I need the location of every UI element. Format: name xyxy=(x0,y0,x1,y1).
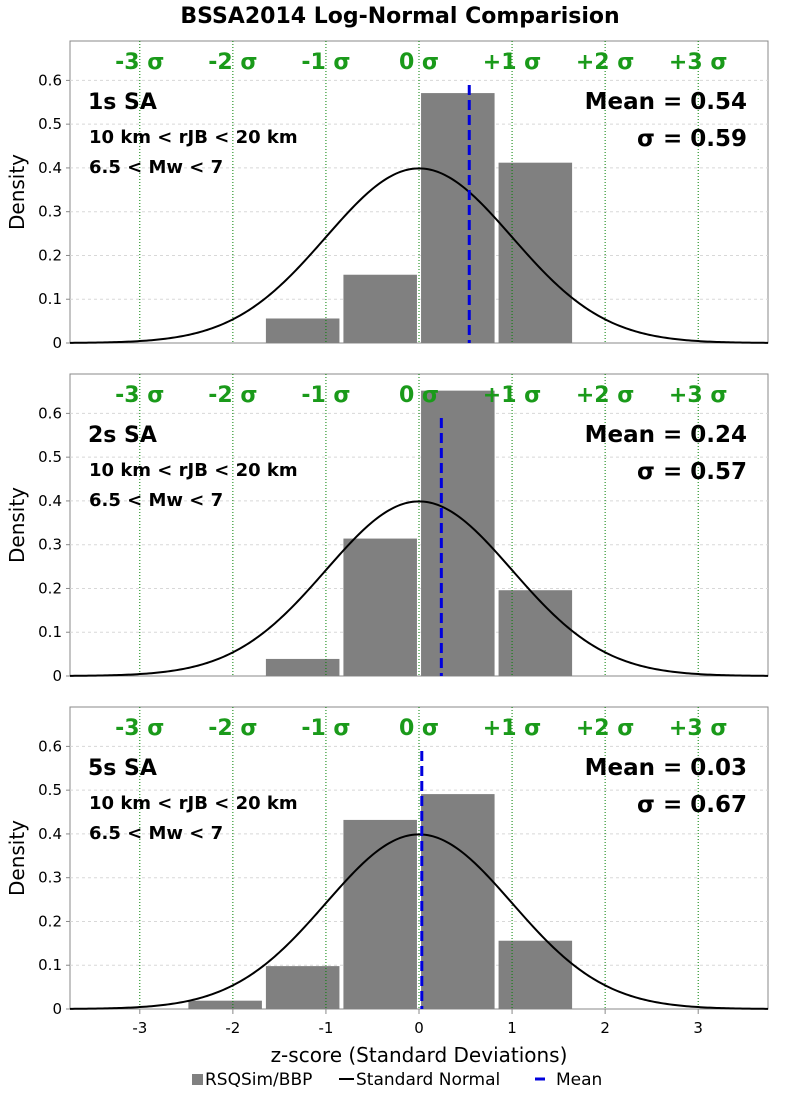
y-tick-label: 0.1 xyxy=(38,956,62,974)
y-tick-label: 0.6 xyxy=(38,71,62,89)
y-tick-label: 0.5 xyxy=(38,115,62,133)
sigma-label: +2 σ xyxy=(576,716,635,741)
legend-label-curve: Standard Normal xyxy=(356,1070,500,1090)
sigma-value-label: σ = 0.67 xyxy=(637,792,747,818)
sigma-label: -2 σ xyxy=(208,383,257,408)
panels: -3 σ -2 σ -1 σ 0 σ +1 σ +2 σ +3 σ 0 0.1 0.2 0.3 0.4… xyxy=(5,40,769,1037)
sigma-label: +1 σ xyxy=(483,383,542,408)
panel-1: -3 σ -2 σ -1 σ 0 σ +1 σ +2 σ +3 σ 0 0.1 0.2 0.3 0.4… xyxy=(5,40,769,352)
panel-2: -3 σ -2 σ -1 σ 0 σ +1 σ +2 σ +3 σ 0 0.1 0.2 0.3 0.4… xyxy=(5,373,769,685)
standard-normal-curve xyxy=(69,500,769,677)
y-tick-label: 0.6 xyxy=(38,404,62,422)
magnitude-label: 6.5 < Mw < 7 xyxy=(89,157,223,178)
period-label: 1s SA xyxy=(88,90,157,115)
y-axis-label: Density xyxy=(5,820,29,896)
histogram-bar-1 xyxy=(265,658,340,676)
sigma-label: +2 σ xyxy=(576,50,635,75)
histogram-bar-5 xyxy=(498,940,573,1009)
magnitude-label: 6.5 < Mw < 7 xyxy=(89,490,223,511)
histogram-bar-2 xyxy=(265,966,340,1009)
x-tick-label: 2 xyxy=(600,1019,610,1037)
sigma-value-label: σ = 0.59 xyxy=(637,126,747,152)
y-axis-label: Density xyxy=(5,487,29,563)
distance-label: 10 km < rJB < 20 km xyxy=(89,460,298,481)
sigma-label: +3 σ xyxy=(669,50,728,75)
standard-normal-curve xyxy=(69,833,769,1010)
sigma-label: 0 σ xyxy=(399,716,439,741)
legend-label-bars: RSQSim/BBP xyxy=(205,1070,312,1090)
y-tick-label: 0.3 xyxy=(38,203,62,221)
legend: RSQSim/BBP Standard Normal Mean xyxy=(192,1070,602,1090)
legend-marker-bars xyxy=(192,1074,203,1085)
y-tick-label: 0 xyxy=(52,334,62,352)
histogram-bar-1 xyxy=(265,318,340,343)
y-tick-label: 0.2 xyxy=(38,912,62,930)
y-tick-label: 0.1 xyxy=(38,290,62,308)
y-tick-label: 0.1 xyxy=(38,623,62,641)
y-tick-label: 0.5 xyxy=(38,781,62,799)
sigma-label: +2 σ xyxy=(576,383,635,408)
period-label: 5s SA xyxy=(88,756,157,781)
mean-value-label: Mean = 0.54 xyxy=(585,89,747,115)
y-tick-label: 0.6 xyxy=(38,737,62,755)
sigma-label: -1 σ xyxy=(301,50,350,75)
sigma-label: -1 σ xyxy=(301,716,350,741)
standard-normal-curve xyxy=(69,167,769,344)
distance-label: 10 km < rJB < 20 km xyxy=(89,793,298,814)
y-tick-label: 0 xyxy=(52,1000,62,1018)
y-tick-label: 0.3 xyxy=(38,869,62,887)
histogram-bar-4 xyxy=(421,794,495,1009)
period-label: 2s SA xyxy=(88,423,157,448)
y-tick-label: 0.3 xyxy=(38,536,62,554)
sigma-label: +1 σ xyxy=(483,716,542,741)
sigma-label: +3 σ xyxy=(669,383,728,408)
histogram-bar-4 xyxy=(498,590,573,676)
magnitude-label: 6.5 < Mw < 7 xyxy=(89,823,223,844)
mean-value-label: Mean = 0.24 xyxy=(585,422,747,448)
y-tick-label: 0.4 xyxy=(38,825,62,843)
histogram-bar-4 xyxy=(498,162,573,343)
sigma-label: 0 σ xyxy=(399,50,439,75)
y-tick-label: 0.2 xyxy=(38,246,62,264)
sigma-label: -2 σ xyxy=(208,716,257,741)
x-axis-label: z-score (Standard Deviations) xyxy=(271,1043,568,1067)
distance-label: 10 km < rJB < 20 km xyxy=(89,127,298,148)
x-tick-label: -2 xyxy=(225,1019,240,1037)
y-tick-label: 0.2 xyxy=(38,579,62,597)
histogram-bar-2 xyxy=(343,274,417,343)
y-tick-label: 0.4 xyxy=(38,159,62,177)
sigma-label: -3 σ xyxy=(115,50,164,75)
x-tick-label: -1 xyxy=(318,1019,333,1037)
x-tick-label: 3 xyxy=(693,1019,703,1037)
sigma-label: +3 σ xyxy=(669,716,728,741)
sigma-label: -1 σ xyxy=(301,383,350,408)
sigma-label: -2 σ xyxy=(208,50,257,75)
y-tick-label: 0.5 xyxy=(38,448,62,466)
histogram-bar-3 xyxy=(343,819,417,1009)
legend-label-mean: Mean xyxy=(556,1070,602,1090)
y-tick-label: 0.4 xyxy=(38,492,62,510)
x-tick-label: 1 xyxy=(507,1019,517,1037)
y-tick-label: 0 xyxy=(52,667,62,685)
y-axis-label: Density xyxy=(5,154,29,230)
histogram-bar-2 xyxy=(343,538,417,676)
sigma-label: 0 σ xyxy=(399,383,439,408)
histogram-bar-1 xyxy=(188,1000,262,1009)
histogram-bar-3 xyxy=(421,93,495,343)
sigma-label: -3 σ xyxy=(115,383,164,408)
sigma-value-label: σ = 0.57 xyxy=(637,459,747,485)
sigma-label: -3 σ xyxy=(115,716,164,741)
x-tick-label: 0 xyxy=(414,1019,424,1037)
histogram-bar-3 xyxy=(421,390,495,676)
sigma-label: +1 σ xyxy=(483,50,542,75)
x-tick-label: -3 xyxy=(132,1019,147,1037)
mean-value-label: Mean = 0.03 xyxy=(585,755,747,781)
panel-3: -3 σ -2 σ -1 σ 0 σ +1 σ +2 σ +3 σ 0 0.1 0.2 0.3 0.4… xyxy=(5,706,769,1037)
chart-title: BSSA2014 Log-Normal Comparision xyxy=(180,4,619,29)
